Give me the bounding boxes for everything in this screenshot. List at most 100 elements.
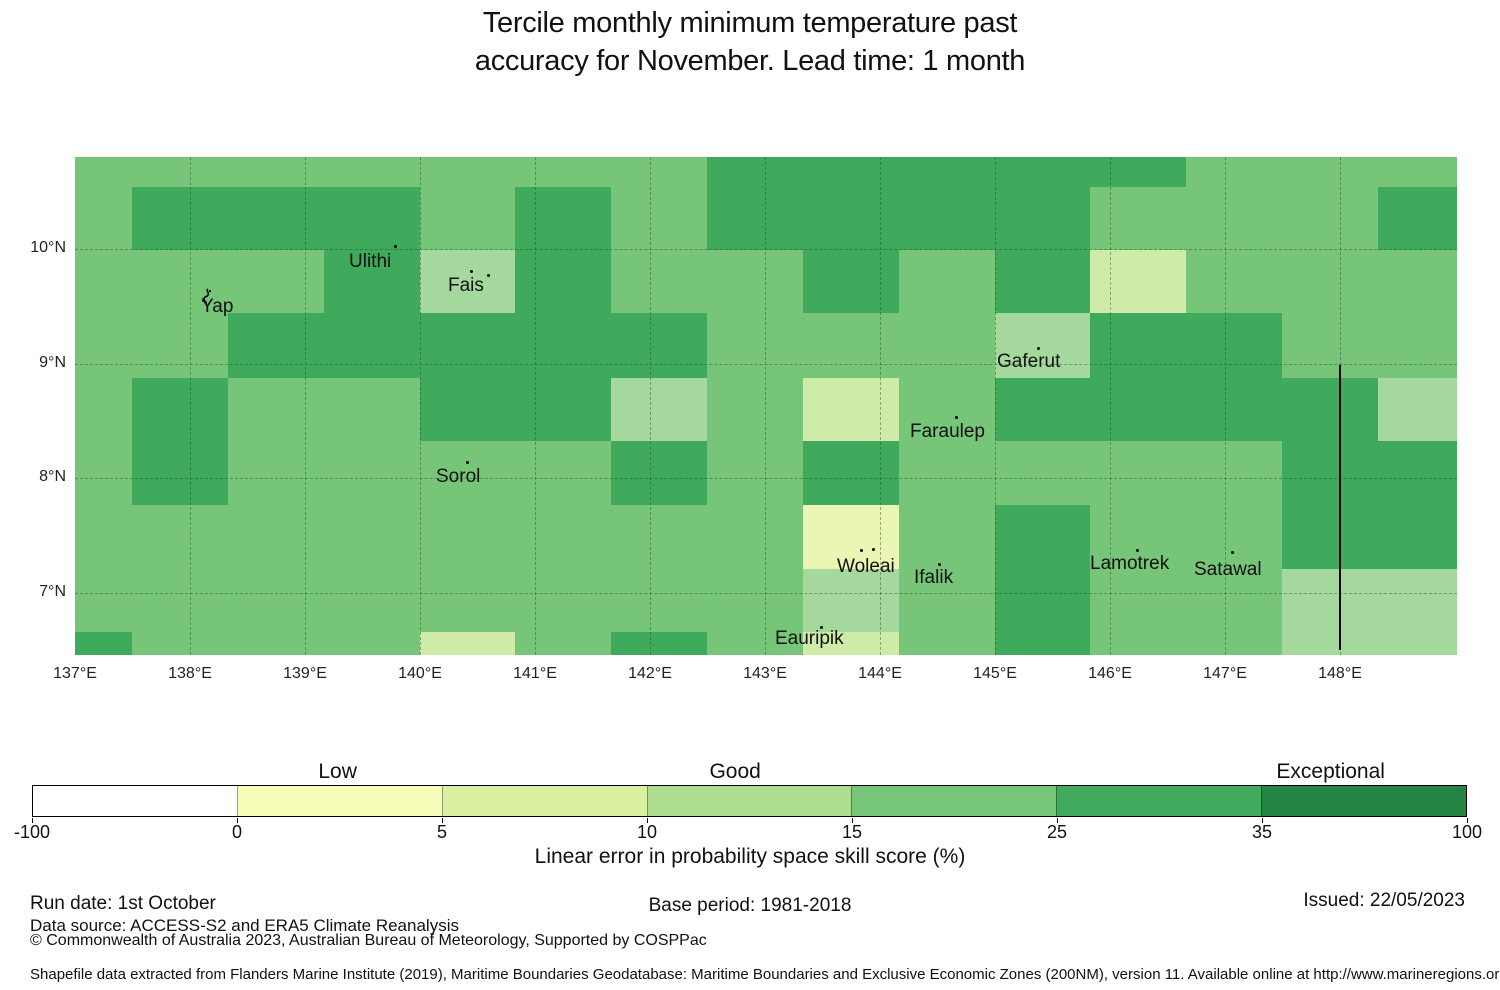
map-cell (1282, 569, 1378, 632)
map-cell (1186, 313, 1282, 378)
x-tick-label: 142°E (628, 665, 672, 682)
colorbar-tick-label: 100 (1451, 822, 1483, 842)
colorbar-tick (852, 818, 853, 823)
island-dot (860, 549, 863, 552)
map-cell (75, 505, 132, 569)
map-cell (803, 157, 899, 187)
map-cell (132, 187, 228, 250)
map-cell (803, 505, 899, 569)
colorbar-segment (236, 786, 442, 816)
eez-boundary-line (1339, 365, 1341, 650)
colorbar-tick-label: 5 (436, 822, 448, 842)
colorbar-tick-label: 35 (1251, 822, 1273, 842)
map-cell (1378, 569, 1457, 632)
island-dot (487, 274, 490, 277)
map-cell (228, 505, 324, 569)
map-cell (611, 157, 707, 187)
island-label-lamotrek: Lamotrek (1090, 553, 1170, 574)
map-cell (707, 187, 803, 250)
colorbar-tick (32, 818, 33, 823)
map-cell (1378, 187, 1457, 250)
colorbar-tick (1057, 818, 1058, 823)
map-cell (995, 313, 1090, 378)
x-tick-label: 138°E (168, 665, 212, 682)
map-cell (1282, 441, 1378, 505)
map-cell (75, 632, 132, 655)
map-cell (899, 632, 995, 655)
grid-line-vertical (535, 157, 536, 655)
map-cell (420, 187, 515, 250)
map-cell (324, 378, 420, 441)
map-cell (1282, 250, 1378, 313)
island-label-fais: Fais (448, 275, 484, 296)
data-source-text: Data source: ACCESS-S2 and ERA5 Climate … (30, 916, 459, 935)
colorbar-tick-label: 10 (636, 822, 658, 842)
x-tick-label: 147°E (1203, 665, 1247, 682)
x-tick-label: 137°E (53, 665, 97, 682)
map-cell (324, 632, 420, 655)
island-label-yap: Yap (201, 296, 234, 317)
map-cell (420, 569, 515, 632)
map-cell (420, 313, 515, 378)
map-cell (515, 505, 611, 569)
island-dot (938, 563, 941, 566)
grid-line-horizontal (75, 249, 1457, 250)
map-cell (132, 157, 228, 187)
map-cell (420, 441, 515, 505)
colorbar-category-good: Good (709, 760, 761, 783)
x-tick-label: 144°E (858, 665, 902, 682)
copyright-text: © Commonwealth of Australia 2023, Austra… (30, 932, 707, 949)
map-cell (1378, 441, 1457, 505)
map-cell (324, 250, 420, 313)
base-period-text: Base period: 1981-2018 (648, 895, 852, 916)
map-cell (611, 378, 707, 441)
island-dot (820, 626, 823, 629)
map-cell (75, 157, 132, 187)
map-cell (899, 378, 995, 441)
map-cell (803, 187, 899, 250)
map-cell (707, 250, 803, 313)
map-cell (707, 313, 803, 378)
colorbar-tick-label: 25 (1046, 822, 1068, 842)
map-cell (1186, 632, 1282, 655)
map-cell (707, 378, 803, 441)
map-cell (75, 378, 132, 441)
map-cell (420, 157, 515, 187)
map-cell (899, 569, 995, 632)
grid-line-vertical (1225, 157, 1226, 655)
island-dot (1231, 551, 1234, 554)
map-cell (324, 569, 420, 632)
y-tick-label: 9°N (39, 353, 66, 371)
map-cell (515, 313, 611, 378)
map-cell (132, 378, 228, 441)
map-cell (324, 313, 420, 378)
colorbar-segment (1056, 786, 1262, 816)
map-cell (707, 505, 803, 569)
map-cell (1186, 505, 1282, 569)
map-cell (803, 250, 899, 313)
colorbar-tick (1467, 818, 1468, 823)
map-cell (1282, 313, 1378, 378)
map-cell (611, 187, 707, 250)
map-cell (899, 187, 995, 250)
map-cell (1186, 378, 1282, 441)
map-cell (515, 632, 611, 655)
colorbar-tick (442, 818, 443, 823)
map-cell (1378, 505, 1457, 569)
island-label-satawal: Satawal (1194, 559, 1262, 580)
y-tick-label: 10°N (30, 239, 66, 256)
map-cell (75, 441, 132, 505)
map-cell (132, 250, 228, 313)
map-cell (995, 632, 1090, 655)
island-label-gaferut: Gaferut (997, 351, 1061, 372)
map-cell (707, 632, 803, 655)
grid-line-vertical (995, 157, 996, 655)
map-cell (803, 569, 899, 632)
map-cell (75, 250, 132, 313)
map-cell (995, 157, 1090, 187)
map-cell (228, 569, 324, 632)
map-cell (1282, 157, 1378, 187)
grid-line-vertical (880, 157, 881, 655)
map-cell (1090, 250, 1186, 313)
